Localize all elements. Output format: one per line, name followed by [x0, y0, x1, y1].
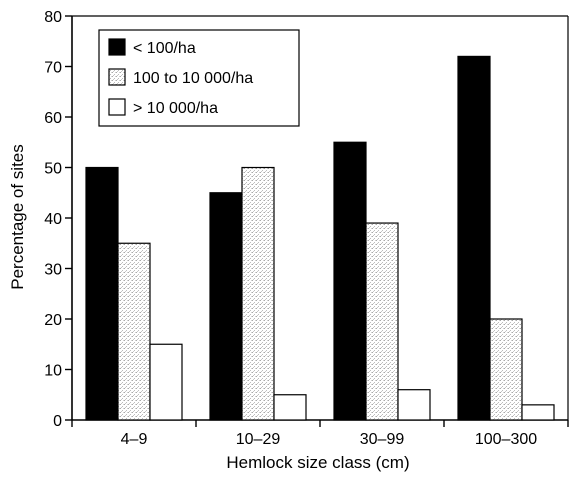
bar-2-3: [365, 222, 399, 421]
y-tick-label-0: 0: [53, 413, 62, 430]
x-axis-ticks: 4–9 10–29 30–99 100–300: [71, 420, 569, 448]
bar-3-1: [149, 343, 183, 421]
legend-label-1: < 100/ha: [133, 40, 196, 57]
y-tick-label-80: 80: [44, 9, 62, 26]
y-tick-label-60: 60: [44, 110, 62, 127]
x-axis-title: Hemlock size class (cm): [226, 453, 409, 472]
y-tick-label-50: 50: [44, 161, 62, 178]
bar-1-1: [85, 166, 119, 421]
bars: [85, 55, 555, 421]
legend-label-3: > 10 000/ha: [133, 100, 218, 117]
bar-2-1: [117, 242, 151, 421]
legend-label-2: 100 to 10 000/ha: [133, 70, 253, 87]
legend-swatch-1: [108, 38, 126, 56]
bar-3-2: [273, 394, 307, 421]
bar-1-2: [209, 192, 243, 421]
legend-swatch-3: [108, 98, 126, 116]
x-tick-label-3: 100–300: [475, 431, 537, 448]
bar-2-2: [241, 166, 275, 421]
y-tick-label-10: 10: [44, 363, 62, 380]
legend: < 100/ha 100 to 10 000/ha > 10 000/ha: [98, 29, 300, 127]
bar-3-4: [521, 404, 555, 421]
legend-box: [98, 29, 300, 127]
y-tick-label-30: 30: [44, 262, 62, 279]
y-tick-label-70: 70: [44, 60, 62, 77]
legend-swatch-2: [108, 68, 126, 86]
bar-2-4: [489, 318, 523, 421]
x-tick-label-2: 30–99: [360, 431, 405, 448]
y-tick-label-40: 40: [44, 211, 62, 228]
x-tick-label-1: 10–29: [236, 431, 281, 448]
y-axis-title: Percentage of sites: [8, 144, 27, 290]
bar-1-3: [333, 141, 367, 421]
y-axis-ticks: 0 10 20 30 40 50 60 70 80: [44, 9, 72, 430]
x-tick-label-0: 4–9: [121, 431, 148, 448]
bar-1-4: [457, 55, 491, 421]
y-tick-label-20: 20: [44, 312, 62, 329]
bar-3-3: [397, 389, 431, 421]
